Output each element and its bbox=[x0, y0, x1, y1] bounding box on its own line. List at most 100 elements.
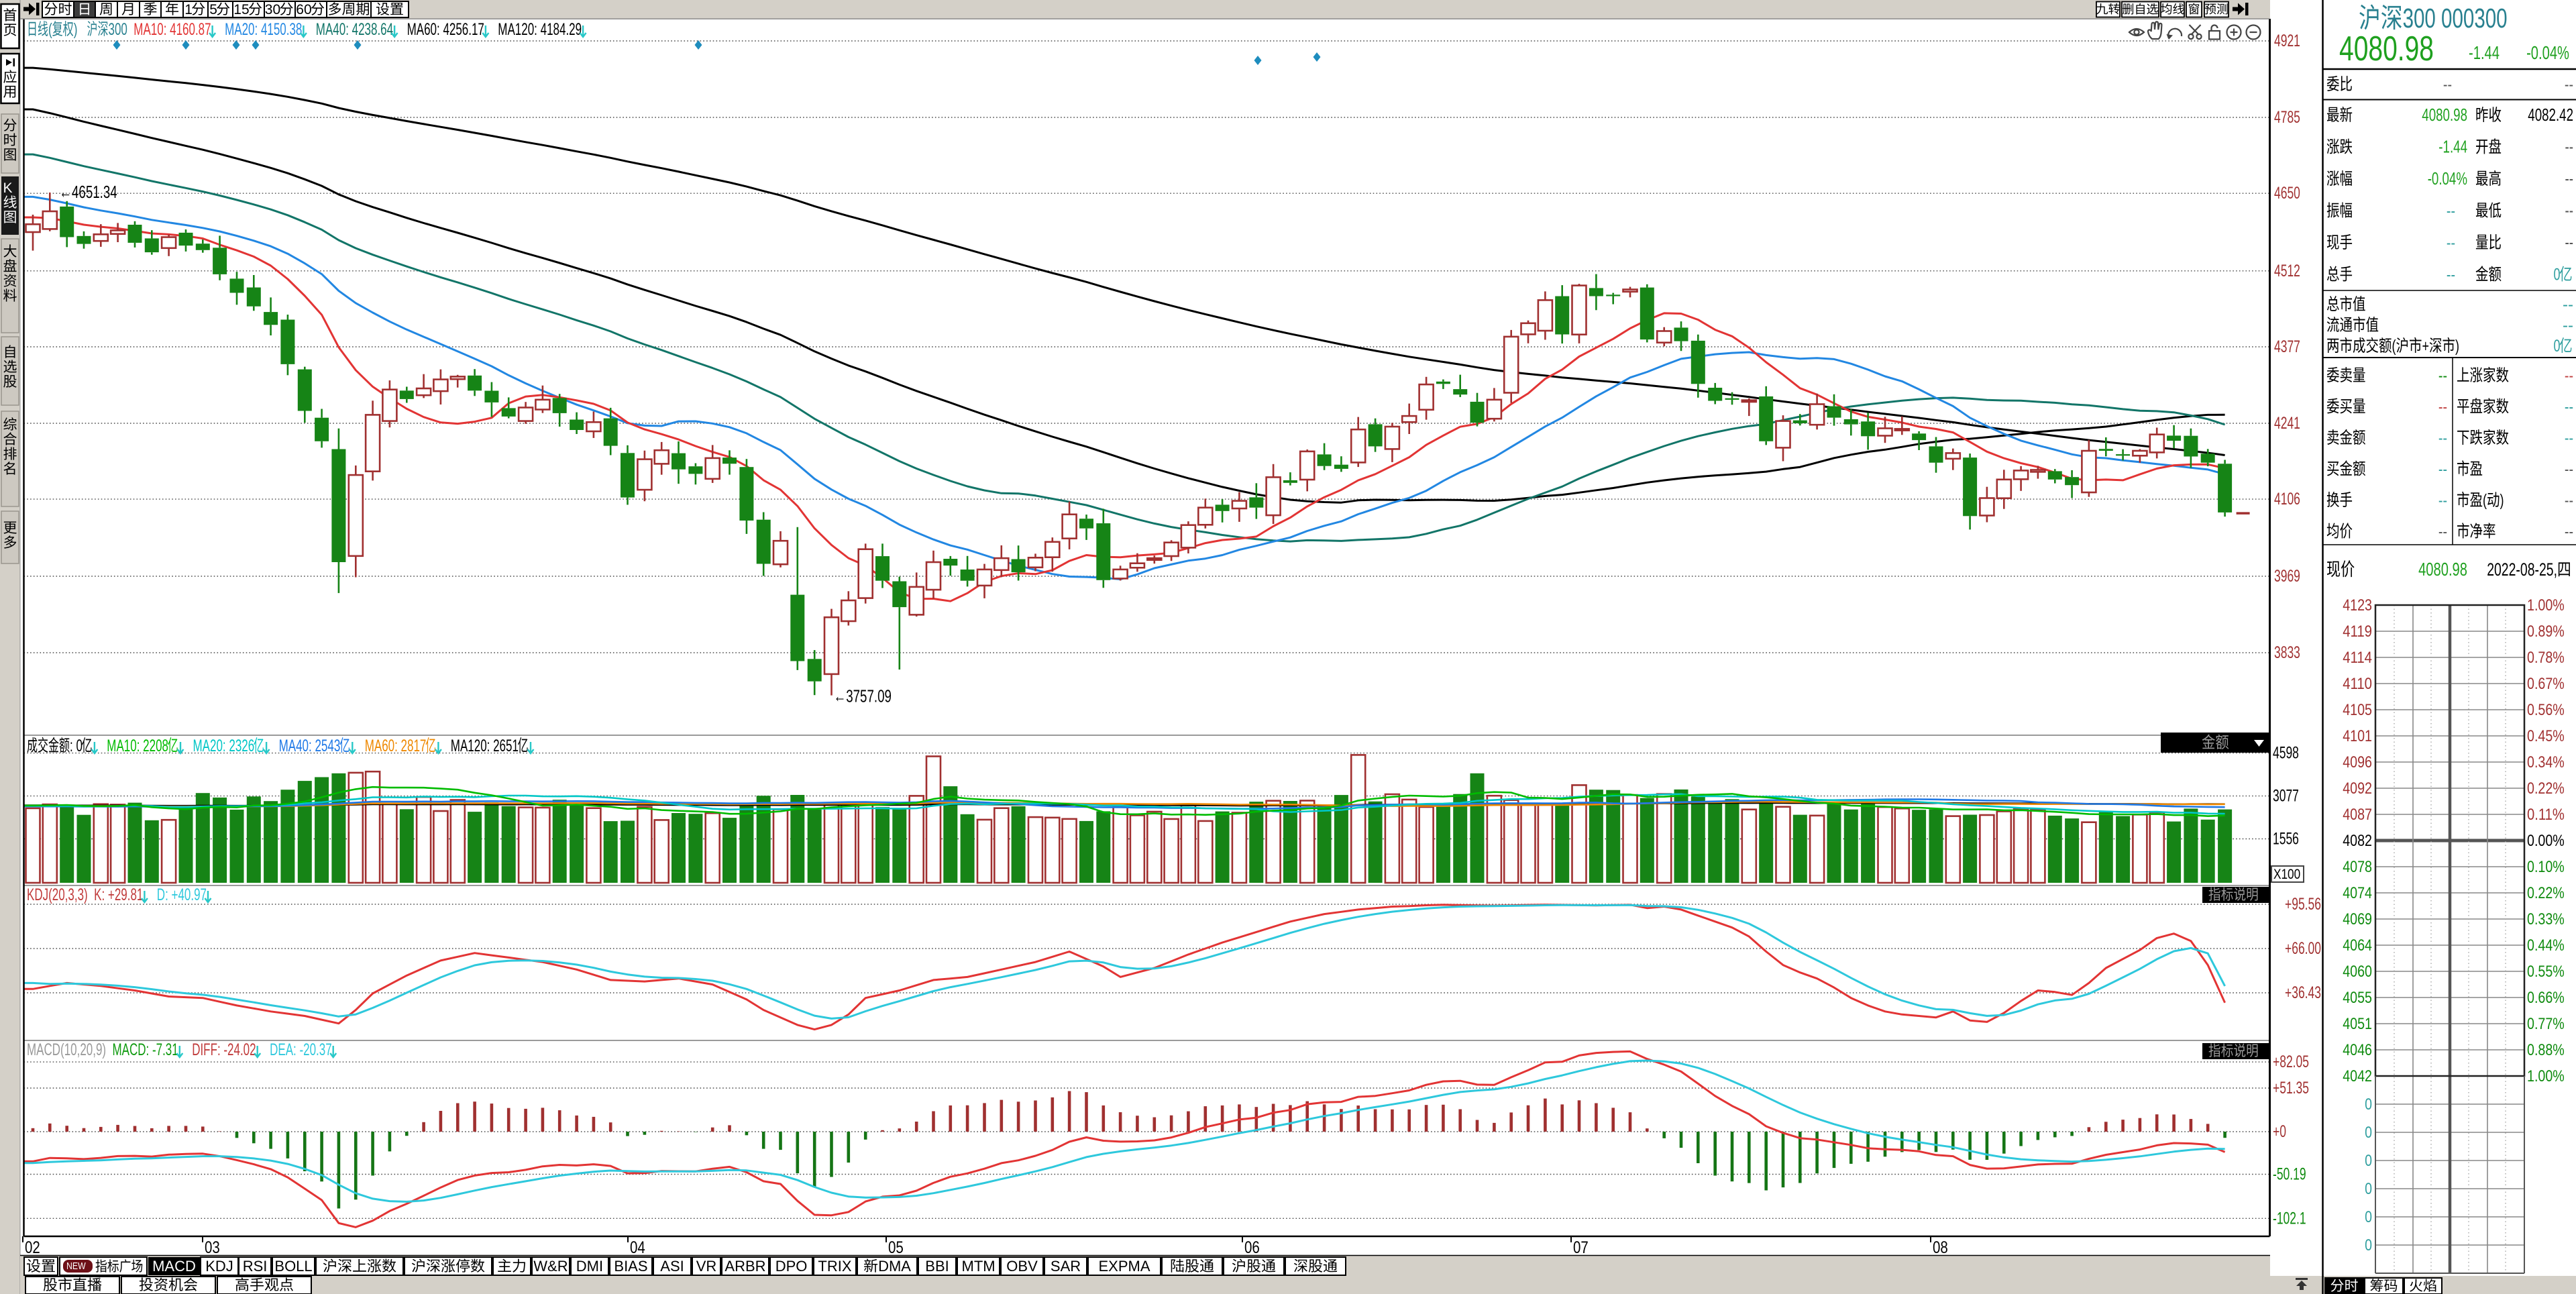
svg-text:--: -- bbox=[2438, 398, 2447, 417]
svg-text:MA10: 2208: MA10: 2208 bbox=[107, 737, 168, 755]
svg-text:0: 0 bbox=[2365, 1095, 2372, 1114]
svg-text:300 000300: 300 000300 bbox=[2403, 3, 2508, 34]
svg-text:0.11%: 0.11% bbox=[2527, 806, 2565, 824]
svg-text:-50.19: -50.19 bbox=[2273, 1165, 2306, 1184]
svg-text:4092: 4092 bbox=[2343, 779, 2372, 798]
svg-text:MACD(10,20,9): MACD(10,20,9) bbox=[27, 1040, 106, 1059]
svg-text:--: -- bbox=[2565, 429, 2573, 447]
svg-text:DEA: -20.37: DEA: -20.37 bbox=[270, 1040, 332, 1059]
svg-text:←4651.34: ←4651.34 bbox=[59, 182, 117, 202]
svg-text:--: -- bbox=[2438, 492, 2447, 510]
svg-text:+51.35: +51.35 bbox=[2273, 1079, 2309, 1097]
svg-text:MTM: MTM bbox=[962, 1258, 996, 1275]
svg-text:4110: 4110 bbox=[2343, 675, 2372, 693]
svg-text:+: + bbox=[2422, 337, 2430, 356]
svg-text:ARBR: ARBR bbox=[724, 1258, 765, 1275]
svg-text:DPO: DPO bbox=[775, 1258, 808, 1275]
svg-text:--: -- bbox=[2565, 168, 2574, 188]
svg-text:(: ( bbox=[2483, 491, 2487, 510]
svg-text:4650: 4650 bbox=[2274, 184, 2300, 203]
svg-text:05: 05 bbox=[888, 1238, 904, 1257]
svg-text:--: -- bbox=[2438, 367, 2447, 385]
svg-text:0.34%: 0.34% bbox=[2527, 753, 2565, 771]
svg-text:02: 02 bbox=[25, 1238, 40, 1257]
svg-text:EXPMA: EXPMA bbox=[1099, 1258, 1150, 1275]
svg-text:+0: +0 bbox=[2273, 1122, 2286, 1141]
svg-text:W&R: W&R bbox=[533, 1258, 568, 1275]
svg-text:BOLL: BOLL bbox=[274, 1258, 312, 1275]
svg-text:30: 30 bbox=[265, 2, 280, 17]
svg-text:4042: 4042 bbox=[2343, 1067, 2372, 1085]
svg-text:4074: 4074 bbox=[2343, 884, 2372, 902]
svg-text:3833: 3833 bbox=[2274, 643, 2300, 662]
svg-text:): ) bbox=[2455, 337, 2459, 356]
svg-text:-102.1: -102.1 bbox=[2273, 1209, 2306, 1228]
svg-text:4051: 4051 bbox=[2343, 1015, 2372, 1033]
svg-text:4241: 4241 bbox=[2274, 414, 2300, 433]
svg-text:4101: 4101 bbox=[2343, 727, 2372, 745]
svg-text:0: 0 bbox=[2365, 1124, 2372, 1142]
svg-text:-0.04%: -0.04% bbox=[2428, 168, 2467, 188]
svg-text:1: 1 bbox=[184, 2, 193, 17]
svg-text:07: 07 bbox=[1573, 1238, 1589, 1257]
svg-text:03: 03 bbox=[205, 1238, 220, 1257]
svg-text:4078: 4078 bbox=[2343, 858, 2372, 876]
svg-text:): ) bbox=[74, 20, 78, 39]
svg-text:--: -- bbox=[2565, 492, 2573, 510]
svg-text:0.22%: 0.22% bbox=[2527, 779, 2565, 798]
svg-text:4082.42: 4082.42 bbox=[2528, 105, 2573, 125]
svg-text:DIFF: -24.02: DIFF: -24.02 bbox=[192, 1040, 256, 1059]
svg-text:--: -- bbox=[2565, 201, 2574, 221]
svg-text:0.78%: 0.78% bbox=[2527, 649, 2565, 667]
svg-text:1.00%: 1.00% bbox=[2527, 596, 2565, 614]
svg-text:3969: 3969 bbox=[2274, 567, 2300, 586]
svg-text:K: K bbox=[3, 180, 13, 196]
svg-text:0.10%: 0.10% bbox=[2527, 858, 2565, 876]
svg-text:MA120: 2651: MA120: 2651 bbox=[451, 737, 519, 755]
svg-text:SAR: SAR bbox=[1051, 1258, 1081, 1275]
svg-text:3077: 3077 bbox=[2273, 787, 2299, 806]
svg-text:ASI: ASI bbox=[660, 1258, 684, 1275]
svg-text:MA40: 2543: MA40: 2543 bbox=[279, 737, 341, 755]
svg-text:MACD: -7.31: MACD: -7.31 bbox=[113, 1040, 178, 1059]
svg-text:--: -- bbox=[2565, 137, 2574, 157]
svg-text:--: -- bbox=[2447, 234, 2455, 252]
svg-text:OBV: OBV bbox=[1006, 1258, 1038, 1275]
svg-text:-1.44: -1.44 bbox=[2469, 42, 2500, 63]
svg-text:D: +40.97: D: +40.97 bbox=[157, 885, 207, 904]
svg-text:--: -- bbox=[2565, 398, 2573, 417]
svg-text:1.00%: 1.00% bbox=[2527, 1067, 2565, 1085]
svg-text:BBI: BBI bbox=[925, 1258, 949, 1275]
svg-text:0.88%: 0.88% bbox=[2527, 1041, 2565, 1059]
svg-text:DMA: DMA bbox=[878, 1258, 911, 1275]
svg-text:0.56%: 0.56% bbox=[2527, 701, 2565, 719]
svg-text:4080.98: 4080.98 bbox=[2418, 559, 2467, 580]
svg-text:4060: 4060 bbox=[2343, 963, 2372, 981]
svg-text:MA20: 2326: MA20: 2326 bbox=[193, 737, 255, 755]
svg-text:KDJ: KDJ bbox=[205, 1258, 233, 1275]
svg-text:-1.44: -1.44 bbox=[2438, 137, 2467, 157]
svg-text:5: 5 bbox=[209, 2, 217, 17]
svg-text:0.67%: 0.67% bbox=[2527, 675, 2565, 693]
svg-text:4064: 4064 bbox=[2343, 936, 2372, 955]
svg-text:4087: 4087 bbox=[2343, 806, 2372, 824]
svg-text:0: 0 bbox=[2554, 266, 2561, 284]
svg-text:2022-08-25,: 2022-08-25, bbox=[2487, 559, 2557, 580]
svg-text:K: +29.81: K: +29.81 bbox=[94, 885, 143, 904]
svg-text:0.66%: 0.66% bbox=[2527, 989, 2565, 1007]
svg-text:0: 0 bbox=[2365, 1236, 2372, 1254]
svg-text:--: -- bbox=[2563, 296, 2573, 314]
svg-text:0.55%: 0.55% bbox=[2527, 963, 2565, 981]
svg-text:0.44%: 0.44% bbox=[2527, 936, 2565, 955]
svg-text:MA120: 4184.29: MA120: 4184.29 bbox=[498, 20, 582, 39]
svg-text:4119: 4119 bbox=[2343, 623, 2372, 641]
svg-text:4785: 4785 bbox=[2274, 108, 2300, 127]
svg-text:0: 0 bbox=[2365, 1208, 2372, 1226]
svg-text:--: -- bbox=[2563, 317, 2573, 335]
svg-text:06: 06 bbox=[1244, 1238, 1260, 1257]
svg-text:0.00%: 0.00% bbox=[2527, 832, 2565, 850]
svg-text:4046: 4046 bbox=[2343, 1041, 2372, 1059]
svg-text:(: ( bbox=[2392, 337, 2396, 356]
svg-text:4082: 4082 bbox=[2343, 832, 2372, 850]
svg-text:←3757.09: ←3757.09 bbox=[834, 686, 892, 706]
